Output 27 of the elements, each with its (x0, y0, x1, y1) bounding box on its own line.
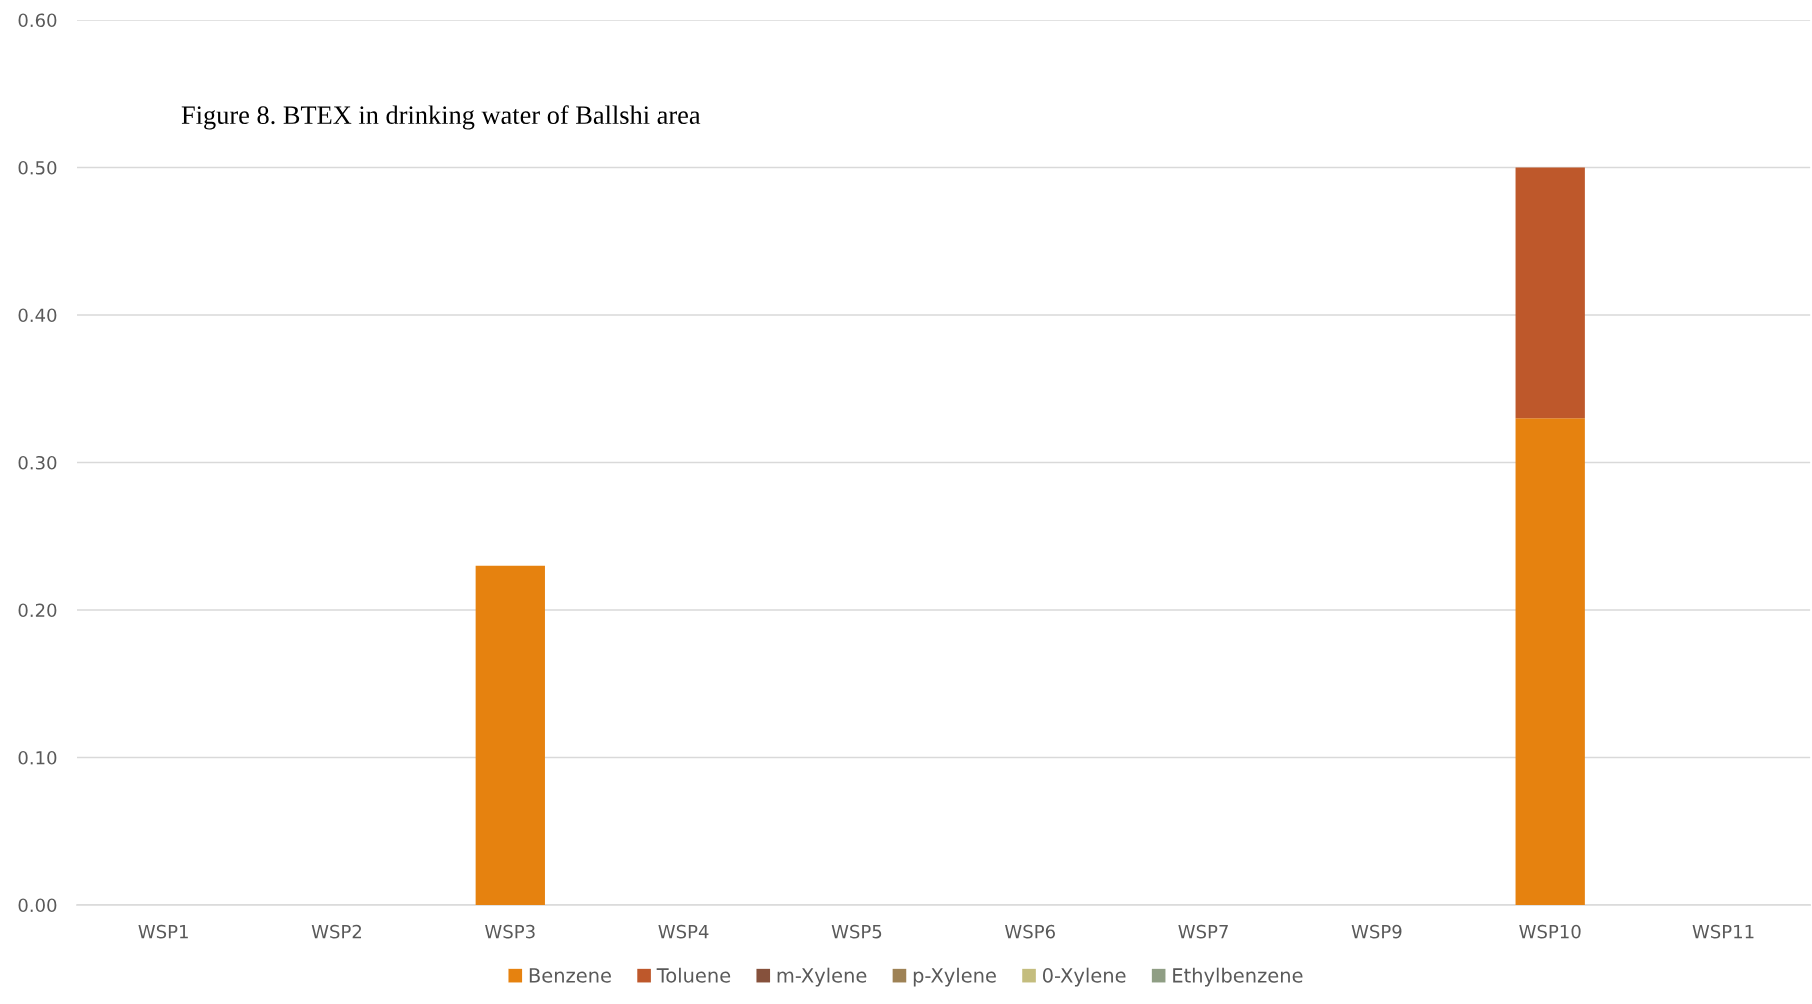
x-tick-label: WSP11 (1692, 924, 1754, 939)
x-tick-label: WSP3 (485, 924, 535, 939)
y-tick-label: 0.50 (18, 160, 57, 175)
x-tick-label: WSP10 (1519, 924, 1581, 939)
y-tick-label: 0.00 (18, 898, 57, 913)
x-tick-label: WSP4 (658, 924, 709, 939)
y-tick-label: 0.20 (18, 603, 57, 618)
x-tick-label: WSP5 (831, 924, 882, 939)
x-tick-label: WSP6 (1005, 924, 1055, 939)
legend-label: 0-Xylene (1042, 967, 1126, 987)
y-tick-label: 0.60 (18, 13, 57, 28)
legend-label: m-Xylene (777, 967, 867, 987)
legend-label: p-Xylene (913, 967, 996, 987)
x-tick-label: WSP2 (311, 924, 362, 939)
legend-label: Benzene (529, 968, 611, 983)
y-tick-label: 0.40 (18, 308, 57, 323)
y-tick-label: 0.30 (18, 455, 57, 470)
legend-label: Toluene (656, 967, 731, 983)
x-tick-label: WSP1 (138, 924, 188, 939)
legend-label: Ethylbenzene (1173, 967, 1303, 987)
text: Figure 8. BTEX in drinking water of Ballshi area (181, 105, 701, 130)
y-tick-label: 0.10 (18, 750, 57, 765)
bar (1515, 167, 1585, 419)
x-tick-label: WSP7 (1178, 924, 1228, 939)
x-tick-label: WSP9 (1351, 924, 1402, 939)
bar (1515, 418, 1585, 905)
bar (475, 565, 545, 905)
